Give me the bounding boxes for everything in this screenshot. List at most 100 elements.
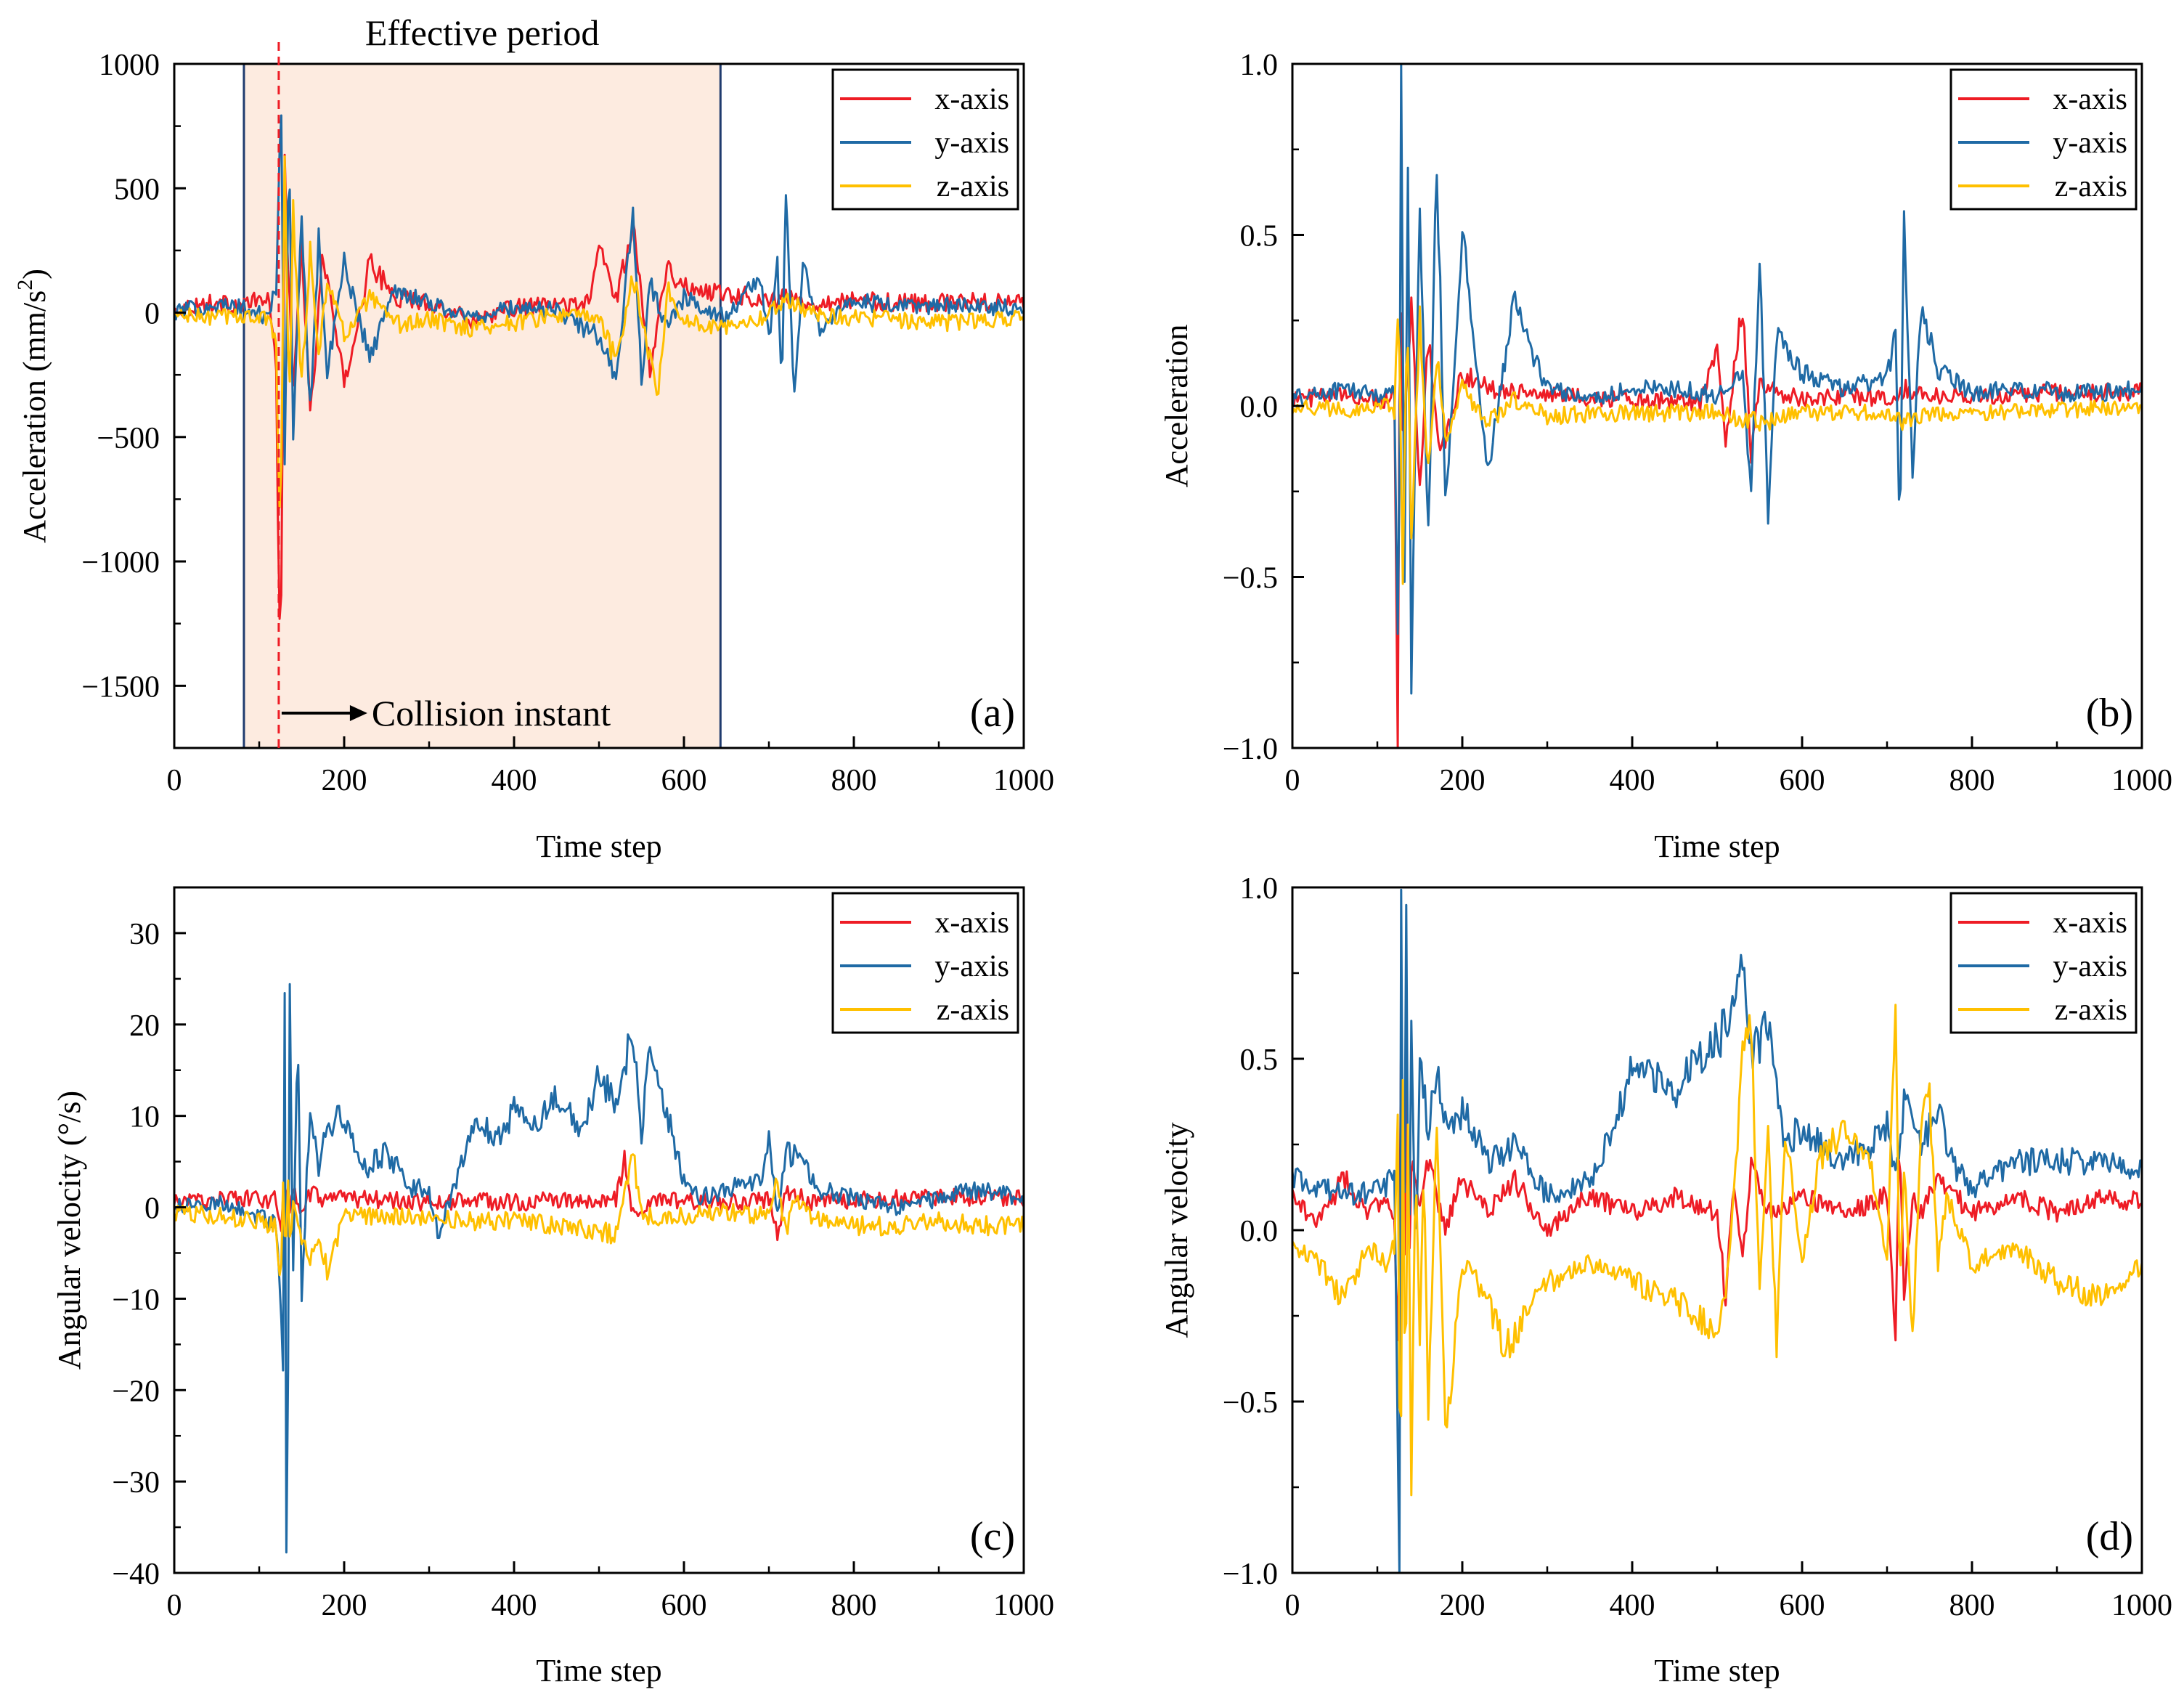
panel-a-xlabel: Time step [536,829,661,864]
panel-0-ytick-label-4: −1000 [81,546,160,579]
panel-0-ytick-label-2: 0 [144,298,160,331]
panel-b-frame [1291,62,2143,749]
panel-c-xlabel: Time step [536,1653,661,1688]
panel-b-tag: (b) [2086,691,2133,736]
panel-3-series-y-axis [1291,888,2143,1574]
panel-1-series-z-axis [1291,305,2143,585]
panel-c-ticks: 0 200 400 600 800 1000 30 20 10 0 −10 −20 −30 −40 [112,918,1054,1622]
panel-d-ticks: 0 200 400 600 800 1000 1.0 0.5 0.0 −0.5 −1.0 [1223,872,2172,1622]
panel-3-ytick-label-1: 0.5 [1240,1044,1279,1077]
panel-1-series-x-axis [1291,296,2143,749]
panel-1-series-y-axis [1291,62,2143,695]
panel-3-series-z-axis [1291,1004,2143,1497]
panel-0-series-x-axis [174,153,1025,620]
panel-1-xtick-label-0: 0 [1285,764,1300,797]
panel-1-xtick-label-1: 200 [1440,764,1486,797]
panel-1-xtick-label-4: 800 [1949,764,1995,797]
panel-a-ticks: 0 200 400 600 800 1000 1000 500 0 −500 −1000 −1500 [81,49,1054,797]
panel-1-legend: x-axis y-axis z-axis [1949,68,2138,211]
panel-d-series [1291,888,2143,1574]
panel-a-tag: (a) [970,691,1015,736]
panel-3-xtick-label-1: 200 [1440,1589,1486,1622]
panel-2-legend: x-axis y-axis z-axis [831,892,1019,1034]
panel-0-legend: x-axis y-axis z-axis [831,68,1019,211]
panel-b-ticks: 0 200 400 600 800 1000 1.0 0.5 0.0 −0.5 −1.0 [1223,49,2172,797]
panel-2-xtick-label-2: 400 [492,1589,537,1622]
panel-2-ytick-label-0: 30 [129,918,160,951]
panel-2-xtick-label-4: 800 [831,1589,877,1622]
panel-2-legend-label-2: z-axis [937,993,1009,1027]
panel-0-series-y-axis [173,114,1024,465]
panel-d-ylabel: Angular velocity [1159,1123,1194,1338]
panel-c-series [173,983,1025,1554]
panel-c-tag: (c) [970,1514,1015,1559]
panel-2-xtick-label-1: 200 [322,1589,367,1622]
collision-instant-label: Collision instant [372,693,611,733]
panel-3-ytick-label-3: −0.5 [1223,1386,1278,1420]
panel-3-legend-label-2: z-axis [2055,993,2127,1027]
panel-1-xtick-label-5: 1000 [2111,764,2172,797]
panel-3-legend-box [1949,892,2138,1034]
panel-a-series [173,114,1025,620]
panel-0-legend-label-2: z-axis [937,170,1009,203]
panel-2-ytick-label-4: −10 [112,1283,160,1317]
panel-0-xtick-label-4: 800 [831,764,877,797]
panel-1-xtick-label-2: 400 [1610,764,1655,797]
panel-3-xtick-label-0: 0 [1285,1589,1300,1622]
effective-period-band [243,62,722,749]
panel-0-xtick-label-3: 600 [661,764,707,797]
effective-period-label: Effective period [365,12,600,53]
panel-d-tag: (d) [2086,1514,2133,1559]
panel-3-xtick-label-5: 1000 [2111,1589,2172,1622]
panel-1-xtick-label-3: 600 [1780,764,1825,797]
panel-c-ylabel: Angular velocity (°/s) [52,1091,87,1370]
panel-2-ytick-label-7: −40 [112,1558,160,1591]
panel-2-ytick-label-2: 10 [129,1101,160,1134]
panel-1-ytick-label-3: −0.5 [1223,562,1278,595]
panel-0-xtick-label-5: 1000 [993,764,1054,797]
panel-0-ytick-label-3: −500 [97,422,160,455]
panel-3-legend-label-0: x-axis [2053,906,2127,940]
panel-b-series [1291,62,2143,749]
panel-2-ytick-label-6: −30 [112,1466,160,1500]
panel-2-xtick-label-3: 600 [661,1589,707,1622]
panel-b-ylabel: Acceleration [1159,325,1194,488]
panel-2-ytick-label-5: −20 [112,1375,160,1408]
panel-2-legend-label-1: y-axis [934,950,1009,983]
panel-2-ytick-label-1: 20 [129,1009,160,1043]
panel-0-ytick-label-0: 1000 [99,49,160,82]
panel-1-ytick-label-4: −1.0 [1223,733,1278,766]
panel-b: 0 200 400 600 800 1000 1.0 0.5 0.0 −0.5 −1.0 Accel… [1159,49,2172,864]
panel-2-series-y-axis [174,983,1025,1554]
panel-2-legend-label-0: x-axis [934,906,1009,940]
panel-1-legend-label-2: z-axis [2055,170,2127,203]
panel-0-series-z-axis [174,155,1025,509]
panel-0-ytick-label-5: −1500 [81,670,160,704]
panel-3-legend: x-axis y-axis z-axis [1949,892,2138,1034]
panel-3-xtick-label-4: 800 [1949,1589,1995,1622]
panel-0-xtick-label-0: 0 [167,764,182,797]
panel-a-ylabel: Acceleration (mm/s2) [13,269,52,543]
panel-d: 0 200 400 600 800 1000 1.0 0.5 0.0 −0.5 −1.0 Angul… [1159,872,2172,1688]
panel-1-ytick-label-2: 0.0 [1240,391,1279,424]
panel-1-legend-label-0: x-axis [2053,83,2127,116]
panel-3-ytick-label-0: 1.0 [1240,872,1279,906]
collision-instant-arrow [281,705,367,721]
panel-1-legend-label-1: y-axis [2053,126,2127,160]
panel-1-ytick-label-0: 1.0 [1240,49,1279,82]
panel-3-xtick-label-2: 400 [1610,1589,1655,1622]
panel-3-legend-label-1: y-axis [2053,950,2127,983]
panel-1-ytick-label-1: 0.5 [1240,220,1279,253]
panel-3-xtick-label-3: 600 [1780,1589,1825,1622]
panel-a-frame [173,62,1025,749]
panel-0-legend-label-1: y-axis [934,126,1009,160]
panel-2-legend-box [831,892,1019,1034]
panel-c-frame [173,886,1025,1574]
panel-b-xlabel: Time step [1654,829,1780,864]
panel-2-ytick-label-3: 0 [144,1192,160,1226]
panel-2-xtick-label-5: 1000 [993,1589,1054,1622]
panel-3-ytick-label-2: 0.0 [1240,1215,1279,1248]
panel-2-xtick-label-0: 0 [167,1589,182,1622]
panel-0-xtick-label-1: 200 [322,764,367,797]
